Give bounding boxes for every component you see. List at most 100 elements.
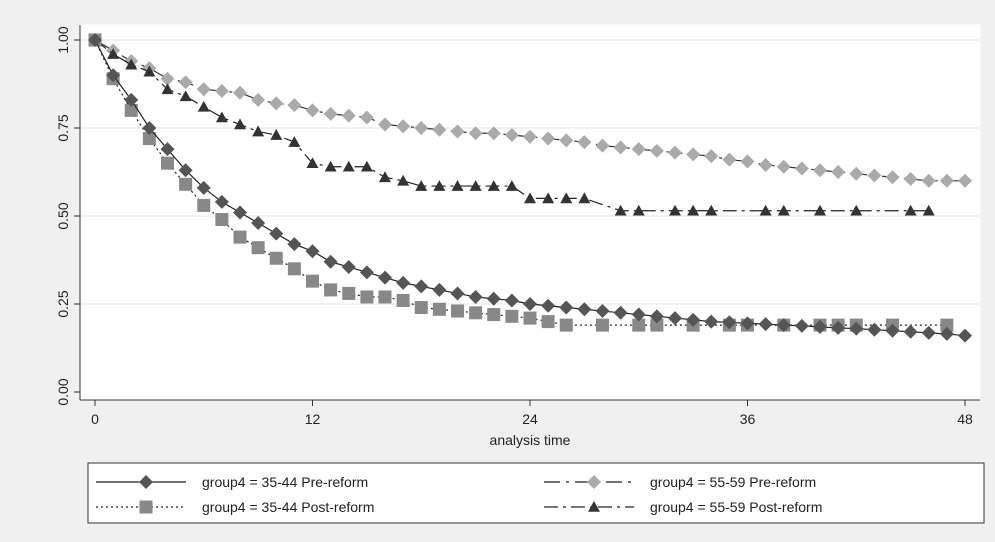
series-0-point-14	[341, 260, 356, 275]
series-1-point-26	[559, 318, 573, 332]
series-2-point-17	[396, 119, 411, 134]
series-1-point-29	[650, 318, 664, 332]
x-tick-label-2: 24	[522, 411, 538, 427]
legend-label-2: group4 = 55-59 Pre-reform	[650, 474, 816, 490]
series-0-point-40	[813, 319, 827, 334]
legend-marker-1	[139, 500, 153, 514]
series-2-point-35	[722, 152, 737, 167]
series-3-point-19	[433, 180, 446, 191]
x-axis-title: analysis time	[490, 432, 571, 448]
series-0-point-28	[595, 304, 610, 319]
series-3-point-17	[397, 174, 410, 186]
series-0-point-38	[776, 318, 791, 333]
series-1-point-2	[124, 103, 138, 117]
series-0-point-29	[613, 305, 628, 320]
series-1-point-15	[360, 290, 374, 304]
series-0-point-42	[849, 321, 864, 336]
series-0-point-22	[486, 291, 501, 306]
series-3-point-38	[922, 204, 935, 216]
series-1-point-8	[233, 230, 247, 244]
series-0-point-20	[450, 286, 465, 301]
series-0-point-2	[124, 92, 139, 107]
series-3-point-4	[161, 83, 174, 95]
series-2-point-22	[486, 126, 501, 141]
series-3-point-37	[904, 204, 917, 216]
series-0-point-37	[758, 317, 773, 332]
series-2-point-41	[831, 165, 846, 179]
series-3-point-27	[578, 192, 591, 204]
series-2-point-34	[704, 149, 719, 164]
series-2-point-4	[160, 71, 175, 86]
series-0-point-44	[885, 323, 900, 338]
series-0-point-10	[269, 226, 284, 241]
series-2-point-16	[378, 117, 392, 132]
y-tick-label-2: 0.50	[55, 202, 71, 229]
series-0-point-27	[577, 302, 592, 317]
y-tick-label-0: 0.00	[55, 378, 71, 405]
series-3-point-26	[560, 192, 573, 204]
series-2-point-29	[613, 140, 628, 155]
legend-marker-2	[587, 475, 601, 489]
series-2-point-30	[631, 142, 646, 157]
series-3-point-12	[306, 157, 319, 168]
series-2-point-13	[323, 106, 338, 121]
series-1-point-7	[215, 213, 229, 227]
series-0-point-35	[722, 315, 737, 330]
series-3-point-33	[759, 204, 772, 216]
series-2-point-38	[776, 159, 791, 174]
series-2-point-46	[921, 173, 936, 188]
series-0-point-31	[649, 309, 664, 324]
series-2-point-19	[432, 122, 447, 137]
series-0-point-24	[523, 297, 537, 311]
y-tick-label-3: 0.75	[55, 114, 71, 141]
series-1-point-18	[414, 301, 428, 315]
series-3-point-21	[469, 180, 482, 191]
series-2-point-18	[414, 121, 429, 135]
x-tick-label-1: 12	[305, 411, 321, 427]
x-tick-label-4: 48	[957, 411, 973, 427]
legend-label-1: group4 = 35-44 Post-reform	[202, 499, 374, 515]
plot-area	[79, 24, 981, 401]
series-2-point-44	[885, 170, 900, 185]
series-0-point-33	[686, 312, 701, 327]
y-tick-label-4: 1.00	[55, 26, 71, 53]
series-3-point-36	[850, 204, 863, 216]
series-2-point-47	[939, 173, 954, 188]
series-3-point-10	[270, 129, 283, 140]
series-2-point-23	[504, 128, 519, 143]
series-3-point-8	[234, 118, 246, 130]
series-3-point-32	[705, 204, 718, 216]
series-1-point-13	[324, 283, 338, 297]
series-1-point-10	[269, 251, 283, 265]
series-0-point-30	[631, 307, 646, 322]
series-3-point-30	[669, 204, 681, 216]
series-2-point-33	[686, 147, 701, 162]
series-3-point-31	[687, 204, 700, 216]
series-2-point-36	[740, 154, 755, 169]
series-1-point-20	[451, 304, 464, 318]
series-0-point-41	[831, 320, 846, 335]
series-3-point-13	[324, 160, 337, 172]
series-0-point-1	[106, 68, 121, 83]
series-3-point-34	[777, 204, 790, 216]
series-2-point-21	[468, 126, 483, 141]
x-ticks: 0 12 24 36 48	[91, 400, 973, 427]
series-2-point-11	[287, 98, 302, 113]
series-2-point-37	[758, 157, 773, 172]
series-0-point-19	[432, 282, 447, 297]
series-0-point-32	[668, 311, 682, 326]
series-1-point-21	[469, 306, 483, 320]
series-0-point-16	[378, 270, 392, 285]
series-0-point-23	[504, 293, 519, 308]
series-2-point-10	[269, 96, 284, 111]
series-2-point-12	[305, 103, 320, 118]
series-0-point-11	[287, 237, 302, 252]
series-1-point-16	[378, 290, 392, 304]
series-0-point-21	[468, 289, 483, 304]
legend-box	[87, 462, 985, 524]
series-2-point-24	[523, 129, 537, 144]
series-1-point-24	[523, 311, 537, 325]
series-0-point-48	[958, 328, 972, 343]
series-2-point-27	[577, 135, 592, 150]
